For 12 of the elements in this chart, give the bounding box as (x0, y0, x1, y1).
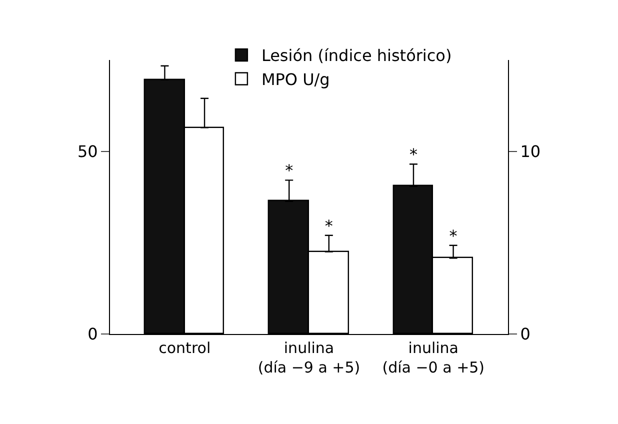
y2-tick-label: 0 (520, 324, 530, 344)
legend-label: Lesión (índice histórico) (261, 46, 452, 66)
x-tick-label: control (158, 339, 211, 357)
data-label: * (409, 145, 418, 164)
y-tick-label: 50 (77, 142, 98, 161)
data-label: * (285, 161, 294, 180)
x-tick-label: inulina (día −9 a +5) (258, 339, 360, 376)
y2-tick-label: 10 (520, 142, 541, 161)
data-label: * (324, 216, 333, 236)
data-label: * (449, 226, 458, 246)
x-tick-label: inulina (día −0 a +5) (382, 339, 485, 376)
legend-label: MPO U/g (261, 70, 330, 90)
